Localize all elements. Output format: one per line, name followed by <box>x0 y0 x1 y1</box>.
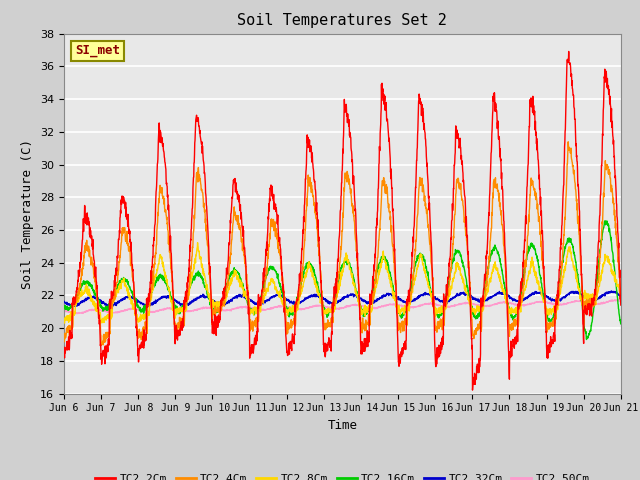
TC2_4Cm <box>584 301 591 307</box>
TC2_2Cm <box>60 344 68 350</box>
TC2_16Cm <box>358 310 366 316</box>
TC2_16Cm <box>582 336 590 342</box>
TC2_50Cm <box>613 297 621 303</box>
TC2_2Cm <box>371 264 378 270</box>
TC2_8Cm <box>584 296 591 302</box>
Line: TC2_16Cm: TC2_16Cm <box>64 221 621 339</box>
TC2_50Cm <box>359 303 367 309</box>
TC2_8Cm <box>617 291 625 297</box>
Line: TC2_2Cm: TC2_2Cm <box>64 51 621 390</box>
TC2_4Cm <box>617 300 625 306</box>
Title: Soil Temperatures Set 2: Soil Temperatures Set 2 <box>237 13 447 28</box>
Text: SI_met: SI_met <box>75 44 120 58</box>
TC2_8Cm <box>505 306 513 312</box>
TC2_32Cm <box>359 298 367 303</box>
TC2_16Cm <box>371 280 378 286</box>
TC2_50Cm <box>371 305 379 311</box>
TC2_2Cm <box>216 316 223 322</box>
Line: TC2_8Cm: TC2_8Cm <box>64 243 621 323</box>
TC2_50Cm <box>74 311 81 316</box>
Line: TC2_4Cm: TC2_4Cm <box>64 142 621 346</box>
TC2_32Cm <box>72 304 79 310</box>
TC2_8Cm <box>60 318 68 324</box>
TC2_2Cm <box>584 303 591 309</box>
TC2_2Cm <box>358 348 366 354</box>
TC2_32Cm <box>617 293 625 299</box>
TC2_4Cm <box>216 306 223 312</box>
TC2_8Cm <box>568 258 576 264</box>
TC2_4Cm <box>568 159 576 165</box>
TC2_2Cm <box>617 302 625 308</box>
X-axis label: Time: Time <box>328 419 357 432</box>
TC2_32Cm <box>60 299 68 304</box>
TC2_8Cm <box>194 240 202 246</box>
Legend: TC2_2Cm, TC2_4Cm, TC2_8Cm, TC2_16Cm, TC2_32Cm, TC2_50Cm: TC2_2Cm, TC2_4Cm, TC2_8Cm, TC2_16Cm, TC2… <box>90 469 595 480</box>
TC2_32Cm <box>371 298 379 303</box>
Y-axis label: Soil Temperature (C): Soil Temperature (C) <box>22 139 35 288</box>
TC2_50Cm <box>617 298 625 304</box>
TC2_2Cm <box>568 78 576 84</box>
TC2_16Cm <box>617 321 625 327</box>
TC2_50Cm <box>504 300 512 305</box>
TC2_4Cm <box>359 315 367 321</box>
TC2_32Cm <box>504 293 512 299</box>
TC2_16Cm <box>60 303 68 309</box>
TC2_4Cm <box>564 139 572 144</box>
TC2_2Cm <box>565 48 573 54</box>
TC2_4Cm <box>97 343 105 348</box>
TC2_8Cm <box>359 310 367 315</box>
TC2_50Cm <box>568 299 575 304</box>
TC2_2Cm <box>504 343 512 349</box>
TC2_4Cm <box>504 312 512 317</box>
TC2_4Cm <box>60 331 68 336</box>
TC2_4Cm <box>371 279 379 285</box>
Line: TC2_32Cm: TC2_32Cm <box>64 291 621 307</box>
TC2_50Cm <box>60 308 68 313</box>
TC2_8Cm <box>61 320 68 326</box>
TC2_32Cm <box>607 288 615 294</box>
TC2_32Cm <box>216 301 223 307</box>
TC2_50Cm <box>216 308 223 313</box>
TC2_16Cm <box>216 306 223 312</box>
TC2_16Cm <box>568 240 575 246</box>
TC2_16Cm <box>601 218 609 224</box>
TC2_16Cm <box>584 335 591 341</box>
TC2_16Cm <box>504 300 512 306</box>
Line: TC2_50Cm: TC2_50Cm <box>64 300 621 313</box>
TC2_50Cm <box>584 300 591 305</box>
TC2_8Cm <box>216 299 223 305</box>
TC2_2Cm <box>468 387 476 393</box>
TC2_32Cm <box>568 289 575 295</box>
TC2_32Cm <box>584 296 591 301</box>
TC2_8Cm <box>371 289 379 295</box>
